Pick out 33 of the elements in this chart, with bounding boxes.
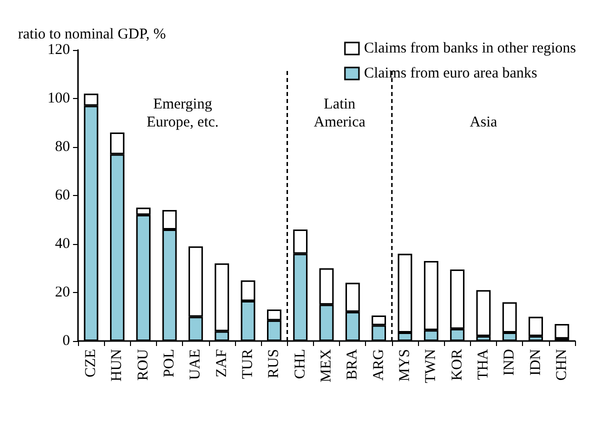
bar <box>554 324 570 339</box>
annotation: Emerging Europe, etc. <box>146 96 219 130</box>
legend-label: Claims from euro area banks <box>364 66 538 82</box>
y-tick-label: 20 <box>55 284 70 300</box>
x-tick-label: CHL <box>292 349 308 379</box>
x-tick-label: CHN <box>554 348 570 381</box>
y-tick-label: 40 <box>55 236 70 252</box>
x-tick-label: POL <box>162 349 178 378</box>
x-tick-label: HUN <box>109 348 126 382</box>
y-tick-label: 60 <box>55 188 70 204</box>
x-tick-label: IDN <box>528 348 544 376</box>
y-tick-label: 80 <box>55 139 70 155</box>
x-tick-label: CZE <box>83 349 100 378</box>
x-tick-label: TUR <box>240 349 256 379</box>
x-tick-label: ZAF <box>214 349 230 378</box>
y-axis-title: ratio to nominal GDP, % <box>18 26 166 42</box>
y-tick-label: 120 <box>48 42 70 58</box>
x-tick-label: TWN <box>423 348 440 384</box>
x-tick-label: UAE <box>188 349 204 380</box>
x-tick-label: KOR <box>449 349 466 381</box>
x-tick-label: BRA <box>344 348 361 380</box>
legend-label: Claims from banks in other regions <box>364 40 576 56</box>
y-tick-label: 100 <box>48 90 70 106</box>
x-tick-label: THA <box>475 348 492 380</box>
annotation: Asia <box>470 114 498 130</box>
x-tick-label: MEX <box>318 348 334 382</box>
x-tick-label: IND <box>502 348 518 376</box>
x-tick-label: MYS <box>396 349 413 382</box>
annotation: Latin America <box>314 96 366 130</box>
y-tick-label: 0 <box>62 333 70 349</box>
x-tick-label: ARG <box>370 348 387 381</box>
x-tick-label: ROU <box>135 348 152 381</box>
x-tick-label: RUS <box>266 349 282 378</box>
